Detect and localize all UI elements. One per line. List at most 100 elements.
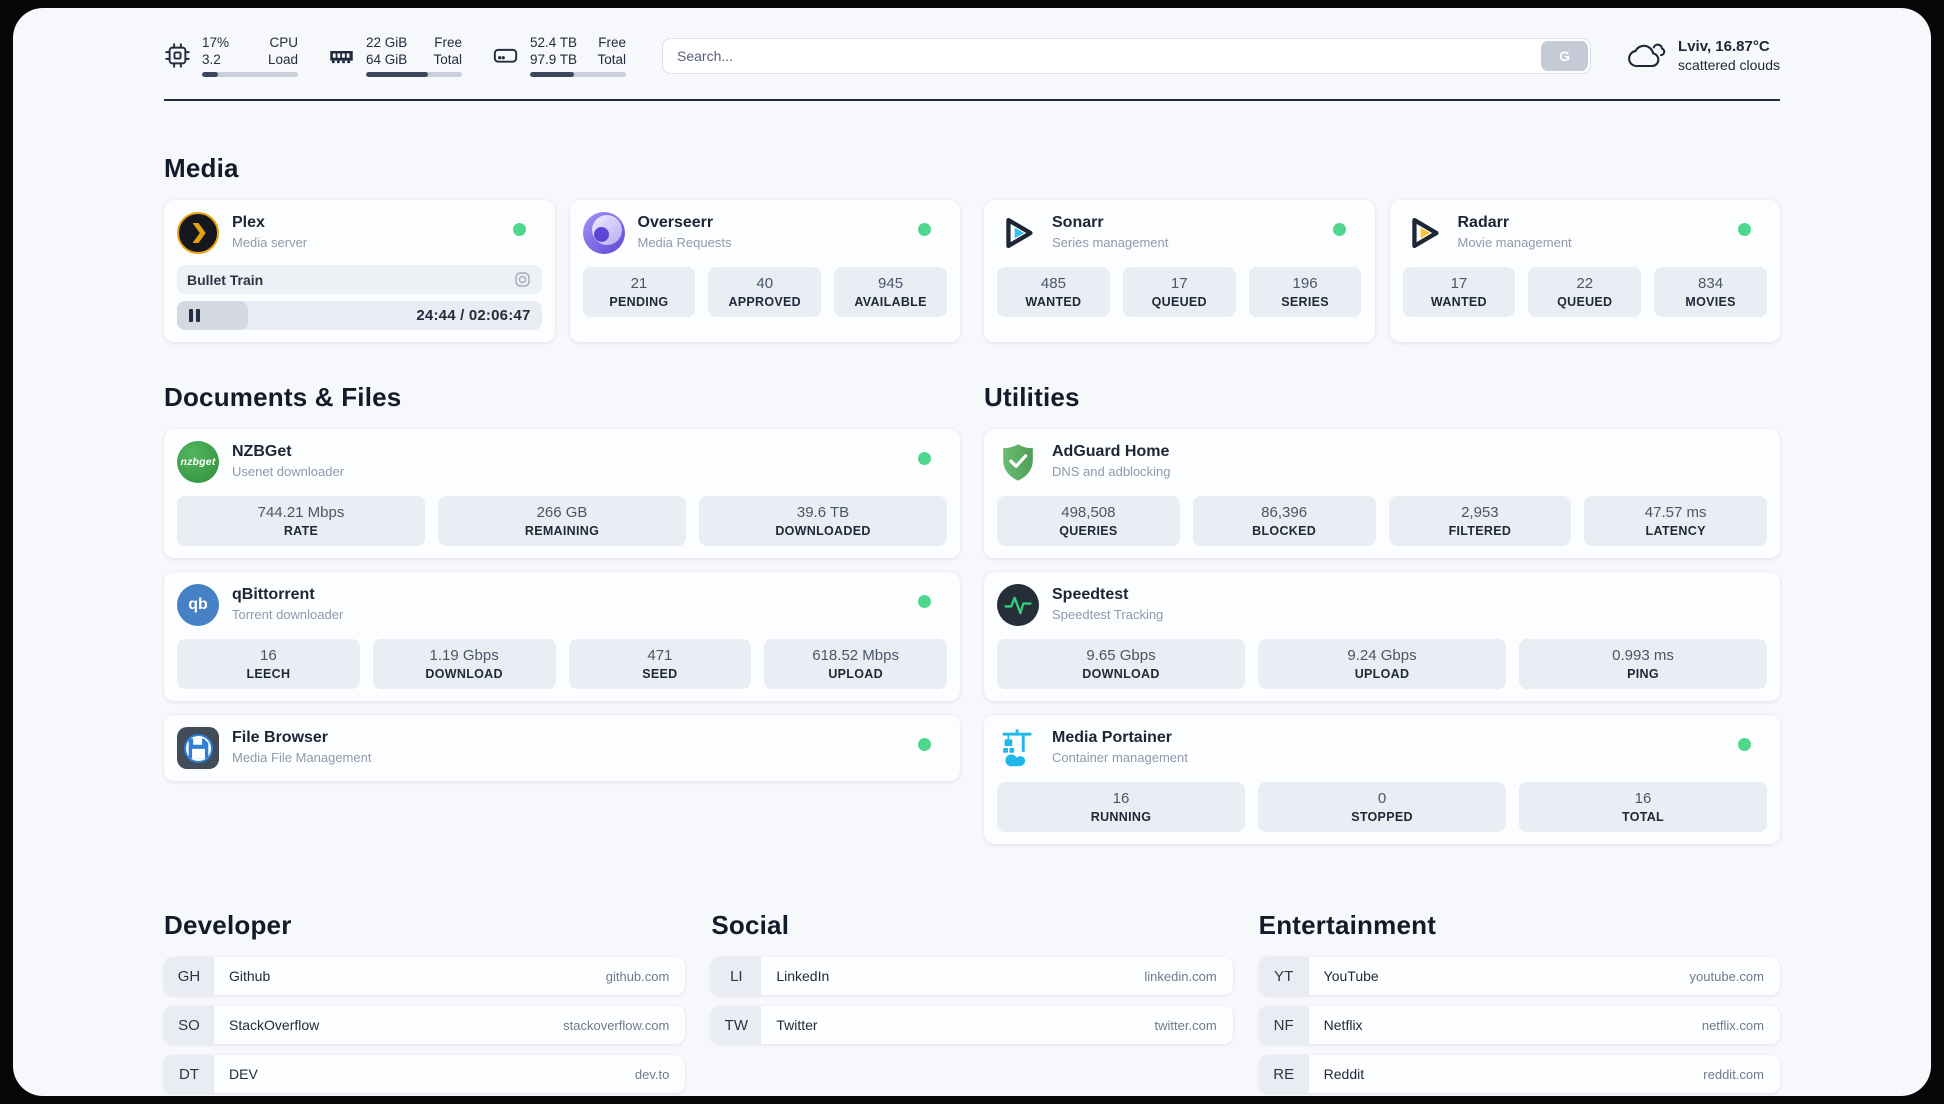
radarr-card[interactable]: Radarr Movie management 17 WANTED 22 QUE… — [1389, 200, 1780, 342]
stat-tile: 40 APPROVED — [708, 267, 822, 317]
bookmark-name: Reddit — [1323, 1066, 1365, 1082]
stat-value: 485 — [1040, 275, 1066, 292]
cpu-load: 3.2 — [202, 52, 221, 67]
bookmark-url: netflix.com — [1701, 1017, 1764, 1033]
memory-free: 22 GiB — [366, 35, 408, 50]
stat-value: 266 GB — [536, 504, 588, 521]
app-description: Movie management — [1457, 235, 1572, 250]
memory-total-label: Total — [433, 52, 462, 67]
memory-free-label: Free — [434, 35, 462, 50]
bookmark-name: Netflix — [1323, 1017, 1363, 1033]
stat-tile: 9.24 Gbps UPLOAD — [1258, 639, 1506, 689]
stat-tile: 22 QUEUED — [1528, 267, 1642, 317]
stat-tile: 0 STOPPED — [1258, 782, 1506, 832]
plex-card[interactable]: Plex Media server Bullet Train — [164, 200, 555, 342]
filebrowser-card[interactable]: File Browser Media File Management — [164, 715, 960, 781]
bookmark-reddit[interactable]: RE Reddit reddit.com — [1258, 1055, 1780, 1093]
stat-value: 9.65 Gbps — [1086, 647, 1156, 664]
stat-tile: 2,953 FILTERED — [1388, 496, 1572, 546]
disk-free: 52.4 TB — [530, 35, 578, 50]
stat-tile: 744.21 Mbps RATE — [177, 496, 425, 546]
cpu-load-label: Load — [267, 52, 298, 67]
bookmark-twitter[interactable]: TW Twitter twitter.com — [711, 1006, 1233, 1044]
stat-value: 498,508 — [1061, 504, 1116, 521]
cpu-stat-widget: 17% CPU 3.2 Load — [164, 34, 298, 77]
bookmark-name: Twitter — [776, 1017, 818, 1033]
stat-tile: 471 SEED — [568, 639, 752, 689]
stat-value: 1.19 Gbps — [429, 647, 499, 664]
weather-widget: Lviv, 16.87°C scattered clouds — [1627, 36, 1780, 76]
bookmark-abbr-badge: LI — [711, 957, 762, 995]
search-input[interactable] — [662, 37, 1592, 74]
speedtest-icon — [997, 584, 1039, 626]
app-description: Usenet downloader — [232, 464, 345, 479]
stat-value: 39.6 TB — [796, 504, 850, 521]
top-bar: 17% CPU 3.2 Load — [164, 8, 1780, 77]
bookmark-github[interactable]: GH Github github.com — [164, 957, 686, 995]
app-description: Torrent downloader — [232, 607, 344, 622]
disk-progress-bar — [530, 72, 626, 77]
stat-value: 47.57 ms — [1644, 504, 1707, 521]
adguard-card[interactable]: AdGuard Home DNS and adblocking 498,508 … — [984, 429, 1780, 558]
stat-label: RATE — [283, 524, 319, 538]
section-title-documents: Documents & Files — [164, 382, 402, 412]
bookmark-abbr-badge: NF — [1258, 1006, 1309, 1044]
stat-label: DOWNLOAD — [425, 667, 503, 681]
dashboard-page: 17% CPU 3.2 Load — [13, 8, 1931, 1096]
plex-icon — [177, 212, 219, 254]
status-dot — [918, 738, 931, 751]
section-title-entertainment: Entertainment — [1258, 910, 1437, 940]
stat-tile: 9.65 Gbps DOWNLOAD — [997, 639, 1245, 689]
bookmark-group-entertainment: Entertainment YT YouTube youtube.com NF … — [1258, 910, 1780, 1096]
pause-icon[interactable] — [189, 309, 200, 322]
radarr-icon — [1403, 212, 1445, 254]
app-name: Media Portainer — [1052, 729, 1173, 746]
search-engine-button[interactable]: G — [1541, 40, 1589, 71]
stat-tile: 945 AVAILABLE — [834, 267, 947, 317]
stat-value: 16 — [260, 647, 277, 664]
overseerr-card[interactable]: Overseerr Media Requests 21 PENDING 40 A… — [569, 200, 960, 342]
stat-value: 9.24 Gbps — [1347, 647, 1417, 664]
stat-tile: 1.19 Gbps DOWNLOAD — [372, 639, 556, 689]
bookmark-netflix[interactable]: NF Netflix netflix.com — [1258, 1006, 1780, 1044]
bookmark-linkedin[interactable]: LI LinkedIn linkedin.com — [711, 957, 1233, 995]
stat-label: QUERIES — [1059, 524, 1118, 538]
portainer-card[interactable]: Media Portainer Container management 16 … — [984, 715, 1780, 844]
section-title-utilities: Utilities — [984, 382, 1080, 412]
bookmark-dev[interactable]: DT DEV dev.to — [164, 1055, 686, 1093]
app-name: File Browser — [232, 729, 329, 746]
sonarr-card[interactable]: Sonarr Series management 485 WANTED 17 Q… — [984, 200, 1375, 342]
app-description: Container management — [1052, 750, 1188, 765]
disk-icon — [492, 42, 519, 69]
speedtest-card[interactable]: Speedtest Speedtest Tracking 9.65 Gbps D… — [984, 572, 1780, 701]
stat-tile: 485 WANTED — [997, 267, 1110, 317]
stat-label: UPLOAD — [828, 667, 883, 681]
bookmark-name: YouTube — [1323, 968, 1379, 984]
stat-value: 86,396 — [1261, 504, 1308, 521]
stat-label: LATENCY — [1645, 524, 1706, 538]
cpu-label: CPU — [269, 35, 298, 50]
sonarr-icon — [997, 212, 1039, 254]
app-description: Media File Management — [232, 750, 372, 765]
stat-value: 16 — [1112, 790, 1130, 807]
status-dot — [918, 452, 931, 465]
stat-tile: 618.52 Mbps UPLOAD — [764, 639, 947, 689]
qbittorrent-card[interactable]: qb qBittorrent Torrent downloader 16 LEE… — [164, 572, 960, 701]
playback-progress-bar: 24:44 / 02:06:47 — [177, 301, 542, 330]
bookmark-name: LinkedIn — [776, 968, 830, 984]
qbittorrent-icon: qb — [177, 584, 219, 626]
stat-tile: 16 RUNNING — [997, 782, 1245, 832]
stat-label: UPLOAD — [1354, 667, 1410, 681]
adguard-icon — [997, 441, 1039, 483]
bookmark-youtube[interactable]: YT YouTube youtube.com — [1258, 957, 1780, 995]
stat-label: DOWNLOADED — [775, 524, 871, 538]
stat-label: QUEUED — [1151, 295, 1207, 309]
app-name: AdGuard Home — [1052, 443, 1170, 460]
stat-tile: 16 LEECH — [177, 639, 360, 689]
bookmark-url: linkedin.com — [1144, 968, 1217, 984]
header-divider — [164, 99, 1780, 101]
nzbget-card[interactable]: nzbget NZBGet Usenet downloader 744.21 M… — [164, 429, 960, 558]
bookmark-stackoverflow[interactable]: SO StackOverflow stackoverflow.com — [164, 1006, 686, 1044]
bookmark-url: reddit.com — [1703, 1066, 1764, 1082]
stat-tile: 17 WANTED — [1402, 267, 1516, 317]
